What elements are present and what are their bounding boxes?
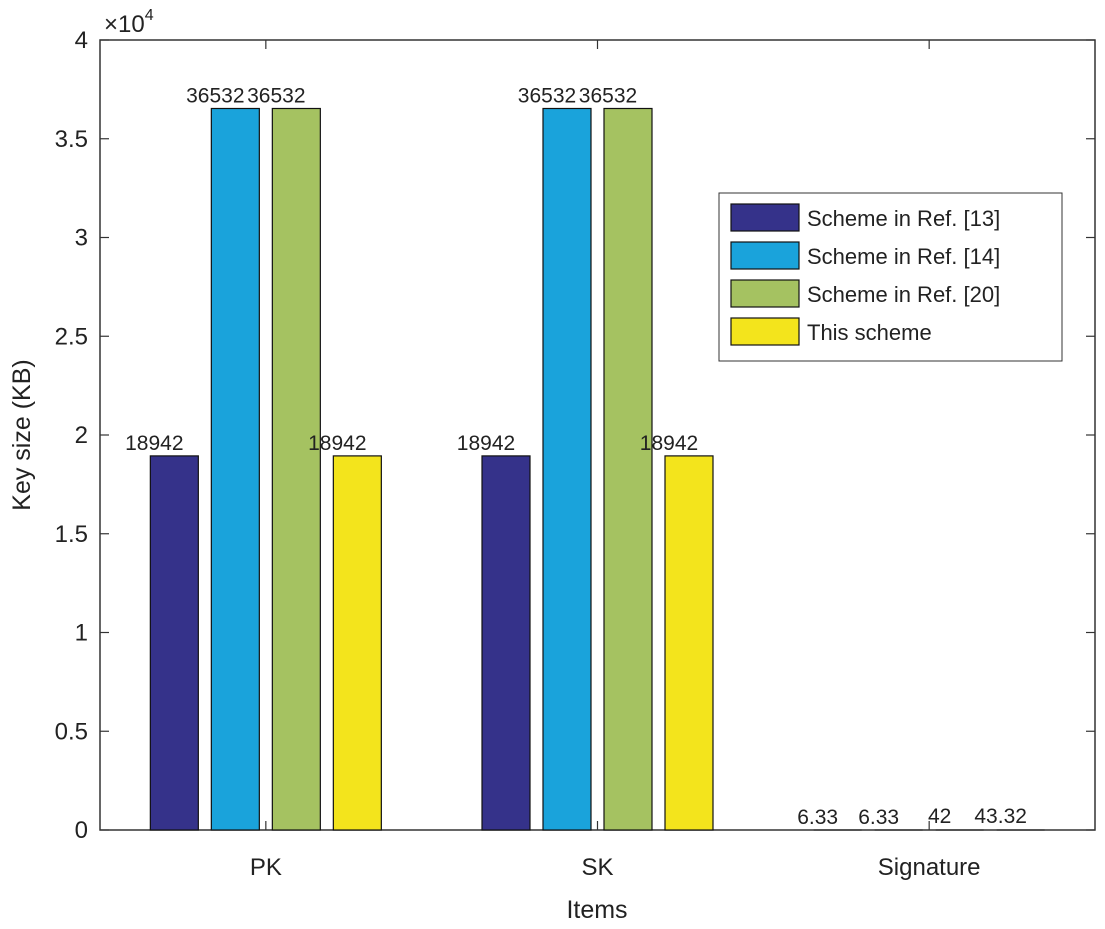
data-label: 36532 xyxy=(247,84,305,107)
legend-swatch xyxy=(730,317,800,346)
data-label: 18942 xyxy=(640,432,698,455)
bar xyxy=(664,455,714,831)
x-tick-label: SK xyxy=(581,854,613,881)
data-label: 18942 xyxy=(308,432,366,455)
y-tick-label: 2.5 xyxy=(55,323,88,350)
data-label: 6.33 xyxy=(797,806,838,829)
x-tick-label: PK xyxy=(250,854,282,881)
y-axis: 0 0.5 1 1.5 2 2.5 3 3.5 4 xyxy=(55,27,1095,844)
legend-swatch xyxy=(730,241,800,270)
bar xyxy=(149,455,199,831)
plot-area xyxy=(99,39,1096,831)
y-tick-label: 1.5 xyxy=(55,521,88,548)
legend-entry-label: Scheme in Ref. [14] xyxy=(807,244,1000,269)
x-axis-label: Items xyxy=(566,896,627,924)
bar-series xyxy=(149,107,1045,831)
data-label: 6.33 xyxy=(858,806,899,829)
bar xyxy=(332,455,382,831)
y-axis-label: Key size (KB) xyxy=(8,359,36,510)
legend-entry-label: Scheme in Ref. [13] xyxy=(807,206,1000,231)
legend-swatch xyxy=(730,279,800,308)
axes-box xyxy=(99,39,1096,831)
y-tick-label: 0.5 xyxy=(55,718,88,745)
data-label: 36532 xyxy=(579,84,637,107)
legend-entry-label: This scheme xyxy=(807,320,932,345)
data-label: 18942 xyxy=(125,432,183,455)
bar xyxy=(481,455,531,831)
y-multiplier-exponent: 4 xyxy=(145,7,154,24)
legend-entry-label: Scheme in Ref. [20] xyxy=(807,282,1000,307)
bar xyxy=(603,107,653,831)
bar xyxy=(210,107,260,831)
y-tick-label: 3.5 xyxy=(55,126,88,153)
bar xyxy=(542,107,592,831)
data-label: 42 xyxy=(928,805,951,828)
data-label: 18942 xyxy=(457,432,515,455)
legend: Scheme in Ref. [13] Scheme in Ref. [14] Sc… xyxy=(718,192,1063,362)
x-axis: PK SK Signature xyxy=(250,40,981,881)
y-multiplier: ×104 xyxy=(104,7,154,38)
bar xyxy=(271,107,321,831)
y-tick-label: 2 xyxy=(75,422,88,449)
y-tick-label: 0 xyxy=(75,817,88,844)
data-label: 36532 xyxy=(518,84,576,107)
data-label: 43.32 xyxy=(974,805,1027,828)
y-tick-label: 4 xyxy=(75,27,88,54)
y-tick-label: 1 xyxy=(75,620,88,647)
y-multiplier-base: ×10 xyxy=(104,11,145,38)
data-label: 36532 xyxy=(186,84,244,107)
y-tick-label: 3 xyxy=(75,225,88,252)
x-tick-label: Signature xyxy=(878,854,981,881)
legend-swatch xyxy=(730,203,800,232)
